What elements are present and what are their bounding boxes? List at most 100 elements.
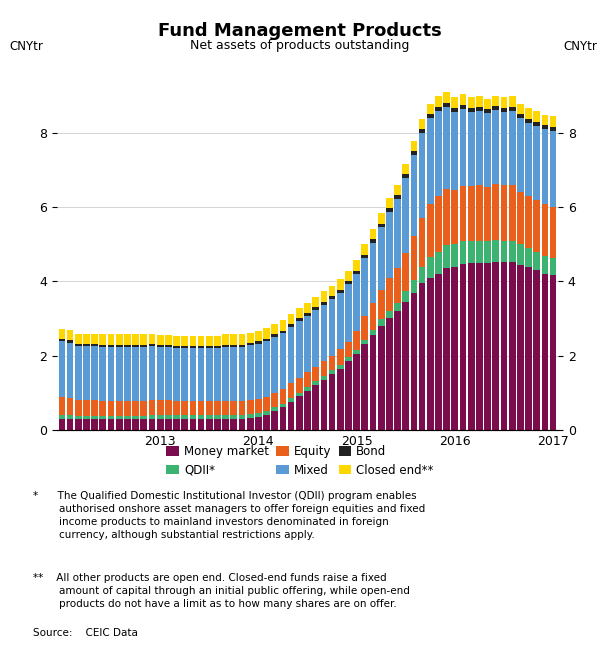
Bar (443, 245, 450, 268)
Bar (345, 281, 352, 285)
Bar (361, 340, 368, 344)
Bar (83, 416, 90, 419)
Bar (280, 320, 286, 331)
Legend: Money market, QDII*, Equity, Mixed, Bond, Closed end**: Money market, QDII*, Equity, Mixed, Bond… (161, 440, 439, 482)
Bar (427, 257, 434, 277)
Bar (484, 241, 491, 263)
Bar (67, 419, 73, 430)
Bar (329, 356, 335, 371)
Bar (403, 253, 409, 291)
Bar (403, 178, 409, 253)
Bar (476, 185, 483, 241)
Bar (83, 344, 90, 346)
Bar (337, 279, 344, 289)
Bar (493, 110, 499, 184)
Bar (493, 184, 499, 240)
Bar (320, 380, 327, 430)
Bar (280, 407, 286, 430)
Bar (378, 289, 385, 319)
Bar (198, 401, 205, 415)
Bar (361, 344, 368, 430)
Bar (181, 415, 188, 419)
Bar (214, 346, 221, 348)
Bar (263, 415, 270, 430)
Bar (476, 241, 483, 263)
Bar (509, 111, 515, 185)
Bar (247, 345, 254, 400)
Bar (460, 104, 466, 109)
Bar (500, 108, 508, 112)
Bar (337, 289, 344, 293)
Bar (100, 401, 106, 416)
Bar (59, 342, 65, 397)
Bar (410, 293, 417, 430)
Bar (124, 401, 131, 416)
Bar (100, 335, 106, 345)
Bar (296, 318, 302, 321)
Bar (181, 335, 188, 346)
Bar (173, 419, 180, 430)
Bar (116, 416, 122, 419)
Bar (239, 345, 245, 347)
Bar (419, 218, 425, 266)
Bar (386, 209, 393, 213)
Bar (542, 256, 548, 274)
Bar (190, 346, 196, 348)
Bar (410, 279, 417, 293)
Bar (100, 345, 106, 347)
Bar (484, 263, 491, 430)
Bar (165, 415, 172, 419)
Bar (263, 342, 270, 397)
Bar (320, 361, 327, 376)
Bar (263, 397, 270, 411)
Bar (419, 283, 425, 430)
Bar (361, 245, 368, 255)
Bar (476, 107, 483, 111)
Bar (198, 346, 205, 348)
Bar (353, 271, 360, 274)
Bar (451, 108, 458, 112)
Bar (386, 319, 393, 430)
Bar (353, 260, 360, 271)
Bar (255, 413, 262, 417)
Bar (443, 268, 450, 430)
Bar (255, 399, 262, 413)
Bar (427, 104, 434, 114)
Bar (75, 419, 82, 430)
Bar (190, 335, 196, 346)
Bar (230, 401, 237, 415)
Bar (443, 107, 450, 189)
Bar (435, 274, 442, 430)
Bar (107, 416, 115, 419)
Bar (239, 401, 245, 415)
Bar (157, 335, 164, 345)
Bar (460, 186, 466, 241)
Bar (116, 401, 122, 416)
Bar (91, 400, 98, 416)
Bar (107, 419, 115, 430)
Bar (386, 311, 393, 319)
Bar (296, 392, 302, 396)
Bar (230, 335, 237, 345)
Bar (337, 369, 344, 430)
Bar (149, 346, 155, 400)
Bar (493, 106, 499, 110)
Bar (255, 344, 262, 399)
Bar (320, 305, 327, 361)
Bar (140, 345, 147, 347)
Bar (181, 348, 188, 401)
Bar (247, 343, 254, 345)
Bar (263, 329, 270, 339)
Bar (239, 415, 245, 419)
Bar (91, 419, 98, 430)
Bar (206, 419, 212, 430)
Bar (107, 347, 115, 401)
Bar (263, 339, 270, 342)
Bar (525, 123, 532, 196)
Bar (190, 401, 196, 415)
Bar (451, 190, 458, 245)
Bar (337, 365, 344, 369)
Bar (75, 400, 82, 416)
Bar (403, 291, 409, 302)
Bar (443, 103, 450, 107)
